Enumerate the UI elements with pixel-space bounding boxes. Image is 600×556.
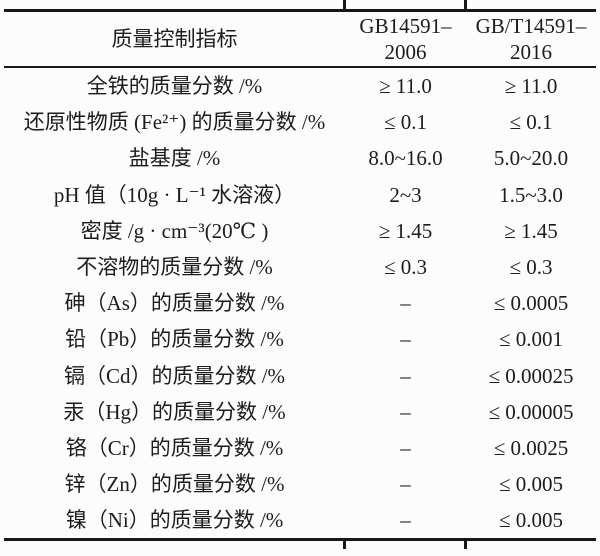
table-row: 全铁的质量分数 /% ≥ 11.0 ≥ 11.0 xyxy=(4,68,596,104)
value-2016: ≤ 0.0005 xyxy=(493,291,569,316)
value-2006: – xyxy=(400,399,411,424)
table-row: pH 值（10g · L⁻¹ 水溶液） 2~3 1.5~3.0 xyxy=(4,177,596,213)
value-2006: – xyxy=(400,363,411,388)
table-row: 密度 /g · cm⁻³(20℃ ) ≥ 1.45 ≥ 1.45 xyxy=(4,213,596,249)
value-2016: ≥ 11.0 xyxy=(504,74,558,99)
indicator-label: pH 值（10g · L⁻¹ 水溶液） xyxy=(53,182,296,207)
quality-indicators-table: 质量控制指标 GB14591– 2006 GB/T14591– 2016 全铁的… xyxy=(4,0,596,542)
table-row: 铬（Cr）的质量分数 /% – ≤ 0.0025 xyxy=(4,430,596,466)
value-2016: ≤ 0.005 xyxy=(498,508,564,533)
table-top-rule xyxy=(4,9,596,12)
value-2006: – xyxy=(400,291,411,316)
column-divider-tick xyxy=(343,0,346,10)
indicator-label: 砷（As）的质量分数 /% xyxy=(64,291,285,316)
column-divider-tick xyxy=(343,539,346,549)
table-row: 不溶物的质量分数 /% ≤ 0.3 ≤ 0.3 xyxy=(4,249,596,285)
value-2006: – xyxy=(400,472,411,497)
table-row: 镉（Cd）的质量分数 /% – ≤ 0.00025 xyxy=(4,358,596,394)
indicator-label: 锌（Zn）的质量分数 /% xyxy=(64,472,285,497)
indicator-label: 全铁的质量分数 /% xyxy=(86,74,263,99)
column-divider-tick xyxy=(464,539,467,549)
value-2016: ≤ 0.0025 xyxy=(493,435,569,460)
indicator-label: 铅（Pb）的质量分数 /% xyxy=(65,327,284,352)
value-2006: 8.0~16.0 xyxy=(368,146,443,171)
value-2016: ≤ 0.001 xyxy=(498,327,564,352)
table-row: 还原性物质 (Fe²⁺) 的质量分数 /% ≤ 0.1 ≤ 0.1 xyxy=(4,104,596,140)
indicator-label: 镍（Ni）的质量分数 /% xyxy=(65,508,284,533)
header-std-2006: GB14591– 2006 xyxy=(359,14,452,64)
value-2016: ≤ 0.00005 xyxy=(488,399,574,424)
value-2016: ≤ 0.1 xyxy=(509,110,553,135)
value-2016: ≥ 1.45 xyxy=(504,218,558,243)
value-2006: ≤ 0.1 xyxy=(383,110,428,135)
header-std-2016: GB/T14591– 2016 xyxy=(475,14,587,64)
value-2006: 2~3 xyxy=(389,182,422,207)
indicator-label: 密度 /g · cm⁻³(20℃ ) xyxy=(80,218,269,243)
value-2006: – xyxy=(400,327,411,352)
indicator-label: 镉（Cd）的质量分数 /% xyxy=(63,363,286,388)
table-row: 汞（Hg）的质量分数 /% – ≤ 0.00005 xyxy=(4,394,596,430)
value-2006: ≥ 11.0 xyxy=(379,74,432,99)
value-2006: ≥ 1.45 xyxy=(378,218,433,243)
value-2016: 1.5~3.0 xyxy=(499,182,563,207)
value-2016: ≤ 0.005 xyxy=(498,472,564,497)
value-2016: 5.0~20.0 xyxy=(493,146,569,171)
table-bottom-rule xyxy=(4,538,596,542)
indicator-label: 还原性物质 (Fe²⁺) 的质量分数 /% xyxy=(23,110,326,135)
indicator-label: 汞（Hg）的质量分数 /% xyxy=(63,399,286,424)
table-row: 盐基度 /% 8.0~16.0 5.0~20.0 xyxy=(4,140,596,176)
table-row: 镍（Ni）的质量分数 /% – ≤ 0.005 xyxy=(4,502,596,538)
table-row: 锌（Zn）的质量分数 /% – ≤ 0.005 xyxy=(4,466,596,502)
table-header-row: 质量控制指标 GB14591– 2006 GB/T14591– 2016 xyxy=(4,12,596,66)
indicator-label: 不溶物的质量分数 /% xyxy=(76,255,273,280)
value-2016: ≤ 0.00025 xyxy=(488,363,574,388)
value-2006: ≤ 0.3 xyxy=(383,255,428,280)
table-row: 砷（As）的质量分数 /% – ≤ 0.0005 xyxy=(4,285,596,321)
indicator-label: 盐基度 /% xyxy=(128,146,221,171)
value-2006: – xyxy=(400,435,411,460)
indicator-label: 铬（Cr）的质量分数 /% xyxy=(65,435,284,460)
table-row: 铅（Pb）的质量分数 /% – ≤ 0.001 xyxy=(4,321,596,357)
value-2016: ≤ 0.3 xyxy=(509,255,553,280)
header-indicator: 质量控制指标 xyxy=(111,27,238,51)
table-header-rule xyxy=(4,66,596,68)
value-2006: – xyxy=(400,508,411,533)
column-divider-tick xyxy=(464,0,467,10)
